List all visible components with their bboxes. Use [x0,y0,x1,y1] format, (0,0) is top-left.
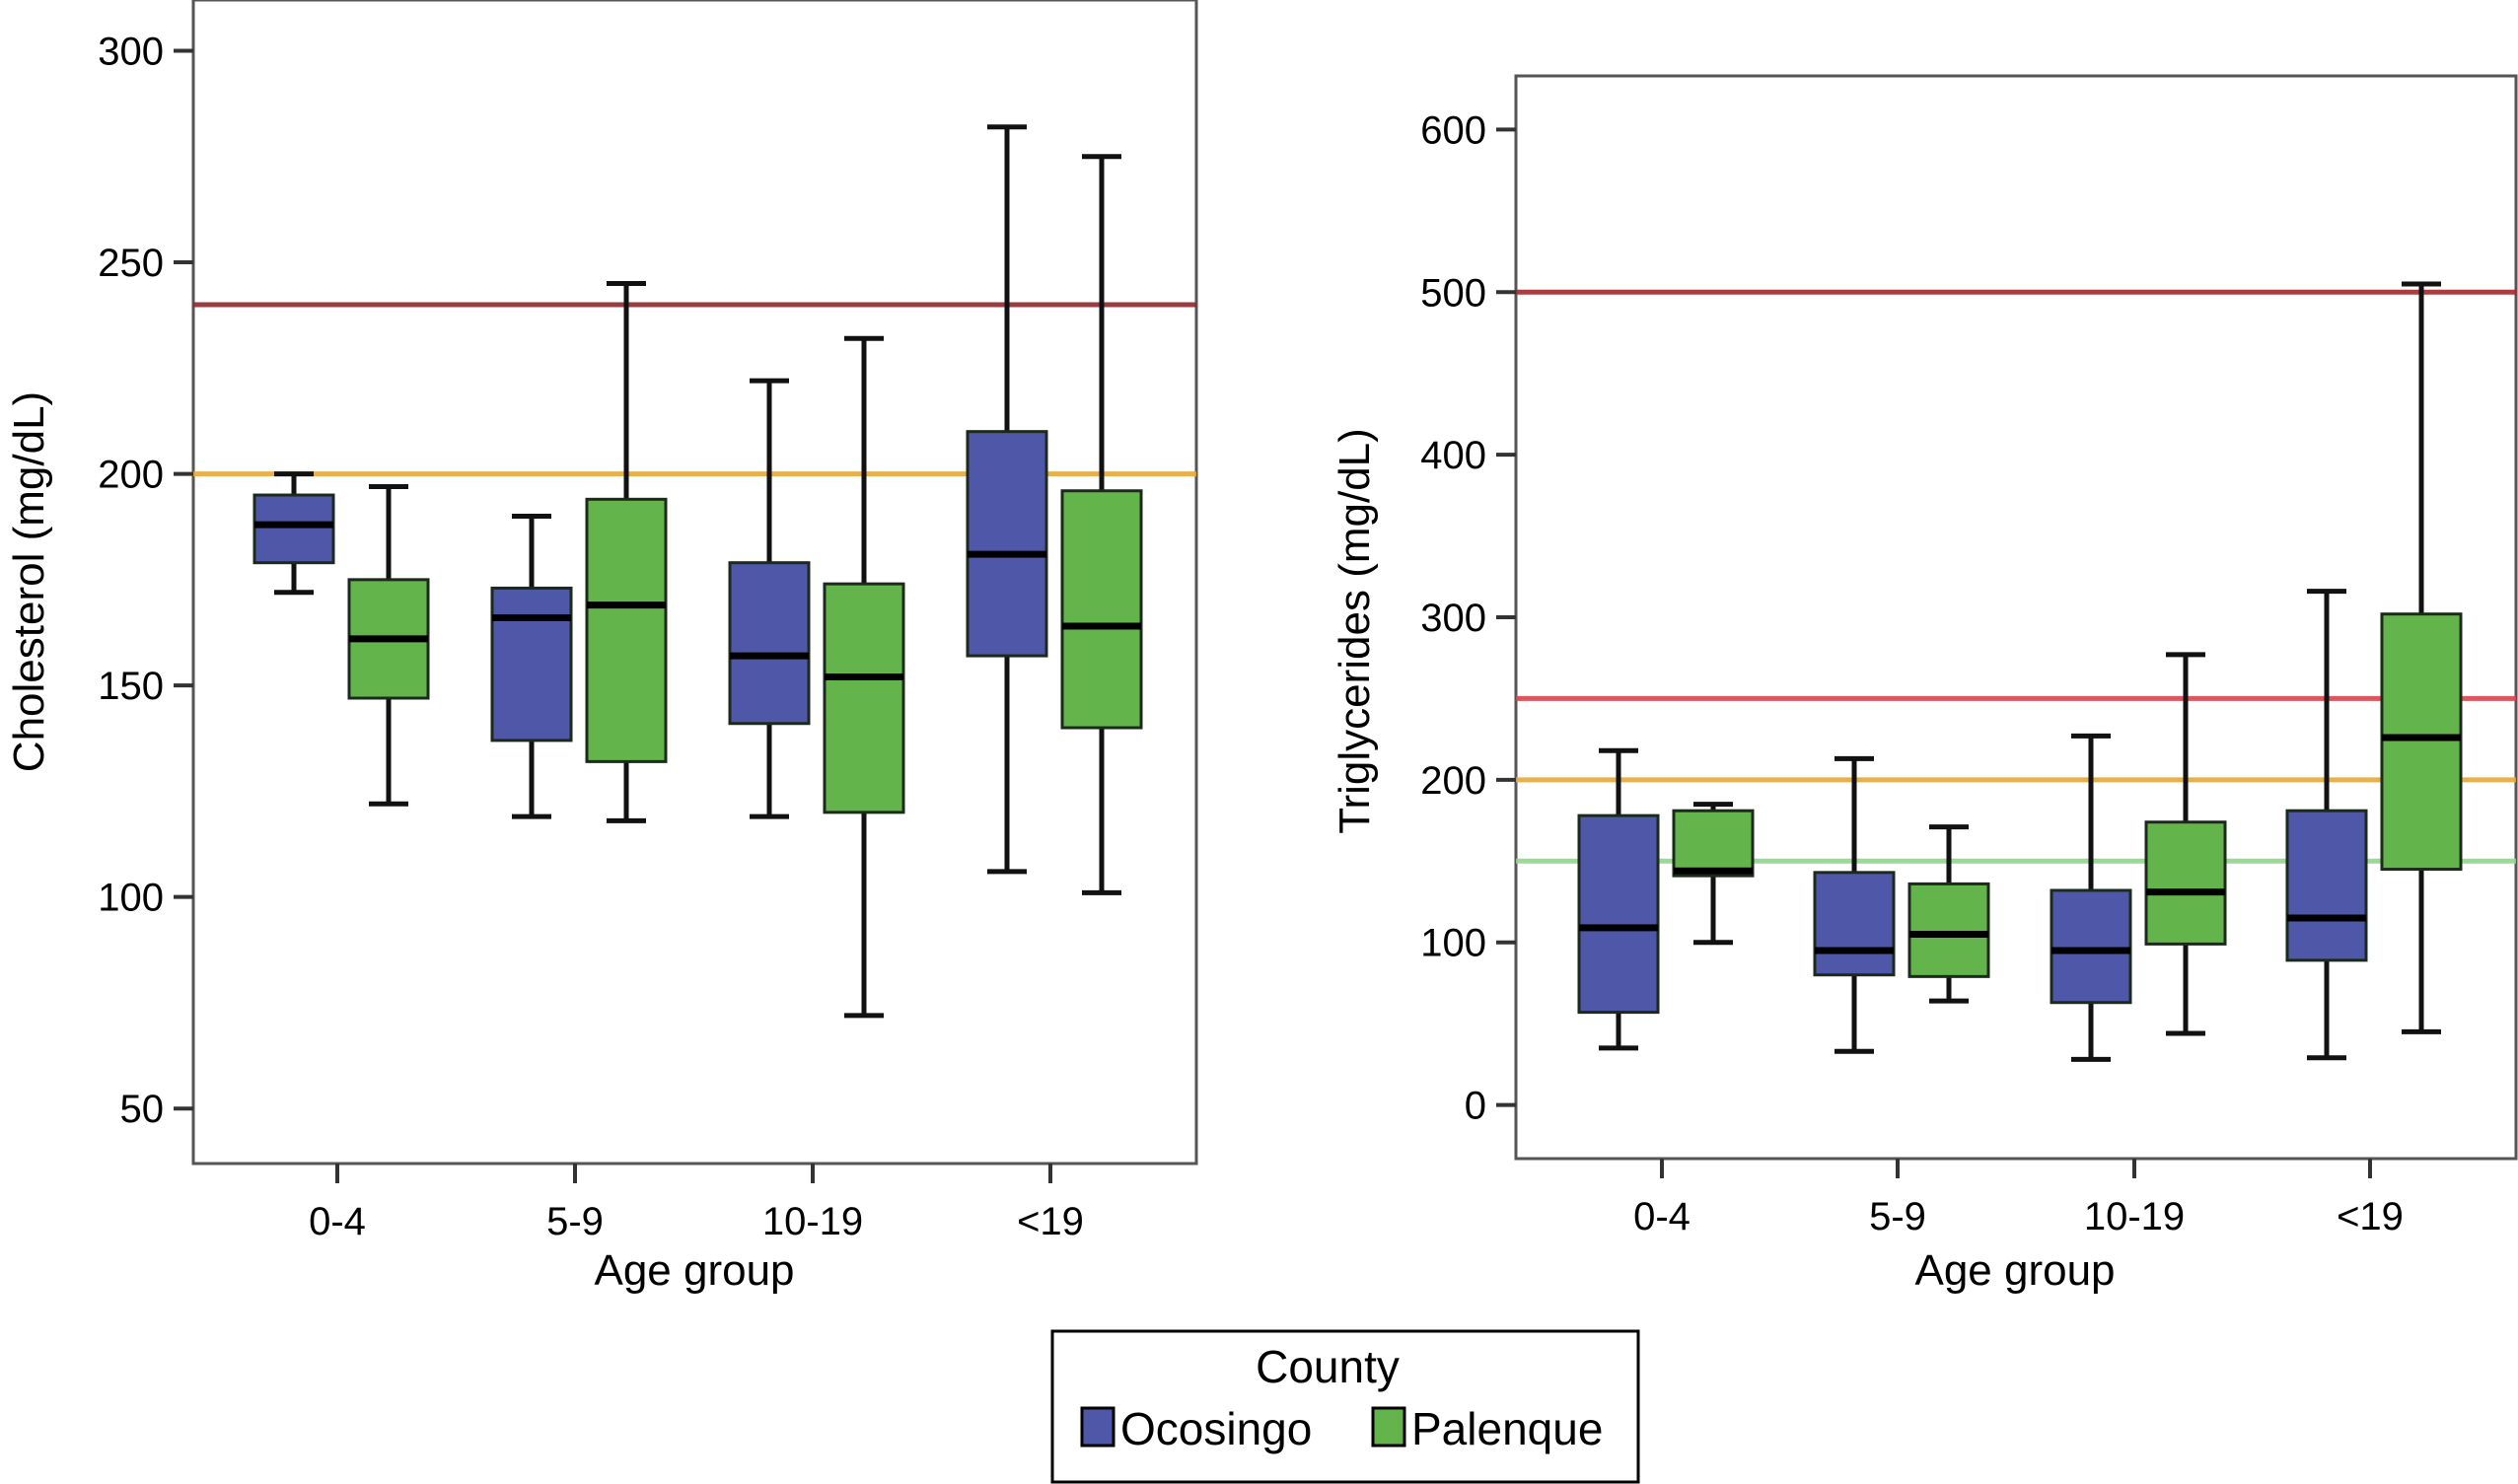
x-axis-title: Age group [1914,1246,2115,1295]
y-axis-title: Triglycerides (mg/dL) [1331,428,1379,834]
y-tick-label: 100 [1420,922,1486,965]
y-axis-title: Cholesterol (mg/dL) [5,391,53,772]
box-iqr [1060,489,1143,730]
box-iqr [490,586,573,742]
x-axis-ticks: 0-4 5-9 10-19 <19 [1633,1159,2404,1238]
box-palenque [1907,824,1990,1004]
legend: County Ocosingo Palenque [1050,1329,1640,1484]
legend-label-palenque: Palenque [1411,1403,1603,1454]
box-iqr [1672,809,1755,878]
legend-swatch-palenque [1371,1406,1406,1448]
box-iqr [2285,809,2368,962]
y-tick-label: 150 [98,665,164,708]
box-iqr [2050,888,2132,1005]
x-tick-label: <19 [1017,1200,1084,1243]
plot-frame [1514,74,2518,1161]
legend-frame [1050,1329,1640,1484]
box-iqr [966,430,1048,658]
box-palenque [585,280,668,823]
box-ocosingo [2285,589,2368,1061]
box-ocosingo [252,471,335,596]
legend-swatch-ocosingo [1080,1406,1115,1448]
x-axis-ticks: 0-4 5-9 10-19 <19 [309,1164,1084,1243]
box-palenque [1672,802,1755,946]
cholesterol-chart: 50 100 150 200 250 300 0-4 5-9 10-19 <19 Cholest… [5,0,1198,1295]
triglycerides-chart: 0 100 200 300 400 500 600 0-4 5-9 10-19 <19 Trigl… [1331,74,2518,1295]
box-palenque [2380,281,2463,1034]
legend-label-ocosingo: Ocosingo [1120,1403,1312,1454]
box-ocosingo [1813,755,1896,1054]
y-tick-label: 400 [1420,434,1486,477]
y-tick-label: 0 [1465,1085,1486,1128]
box-iqr [252,493,335,565]
box-ocosingo [2050,733,2132,1062]
y-tick-label: 200 [1420,759,1486,803]
box-ocosingo [966,124,1048,875]
box-ocosingo [728,378,811,819]
y-tick-label: 50 [120,1088,165,1131]
y-tick-label: 100 [98,877,164,920]
box-iqr [2380,612,2463,872]
box-iqr [585,497,668,763]
x-tick-label: 5-9 [546,1200,604,1243]
x-tick-label: 10-19 [762,1200,863,1243]
y-tick-label: 300 [1420,597,1486,640]
box-ocosingo [1577,747,1660,1051]
box-palenque [2144,652,2227,1036]
box-iqr [1813,871,1896,977]
y-axis-ticks: 0 100 200 300 400 500 600 [1420,108,1516,1128]
x-tick-label: 0-4 [309,1200,366,1243]
y-tick-label: 600 [1420,108,1486,152]
y-tick-label: 250 [98,242,164,285]
y-axis-ticks: 50 100 150 200 250 300 [98,30,193,1131]
box-iqr [823,582,905,814]
box-iqr [728,561,811,726]
box-iqr [1577,813,1660,1015]
box-palenque [1060,154,1143,895]
x-tick-label: 0-4 [1633,1195,1691,1238]
box-series [1577,281,2463,1062]
box-palenque [823,335,905,1019]
box-iqr [2144,820,2227,946]
x-tick-label: <19 [2337,1195,2404,1238]
box-iqr [1907,882,1990,978]
x-tick-label: 10-19 [2084,1195,2185,1238]
box-ocosingo [490,513,573,819]
y-tick-label: 500 [1420,271,1486,315]
legend-title: County [1256,1341,1400,1392]
x-axis-title: Age group [594,1246,794,1295]
x-tick-label: 5-9 [1869,1195,1926,1238]
y-tick-label: 200 [98,454,164,497]
y-tick-label: 300 [98,30,164,73]
box-palenque [347,483,430,807]
box-series [252,124,1143,1019]
